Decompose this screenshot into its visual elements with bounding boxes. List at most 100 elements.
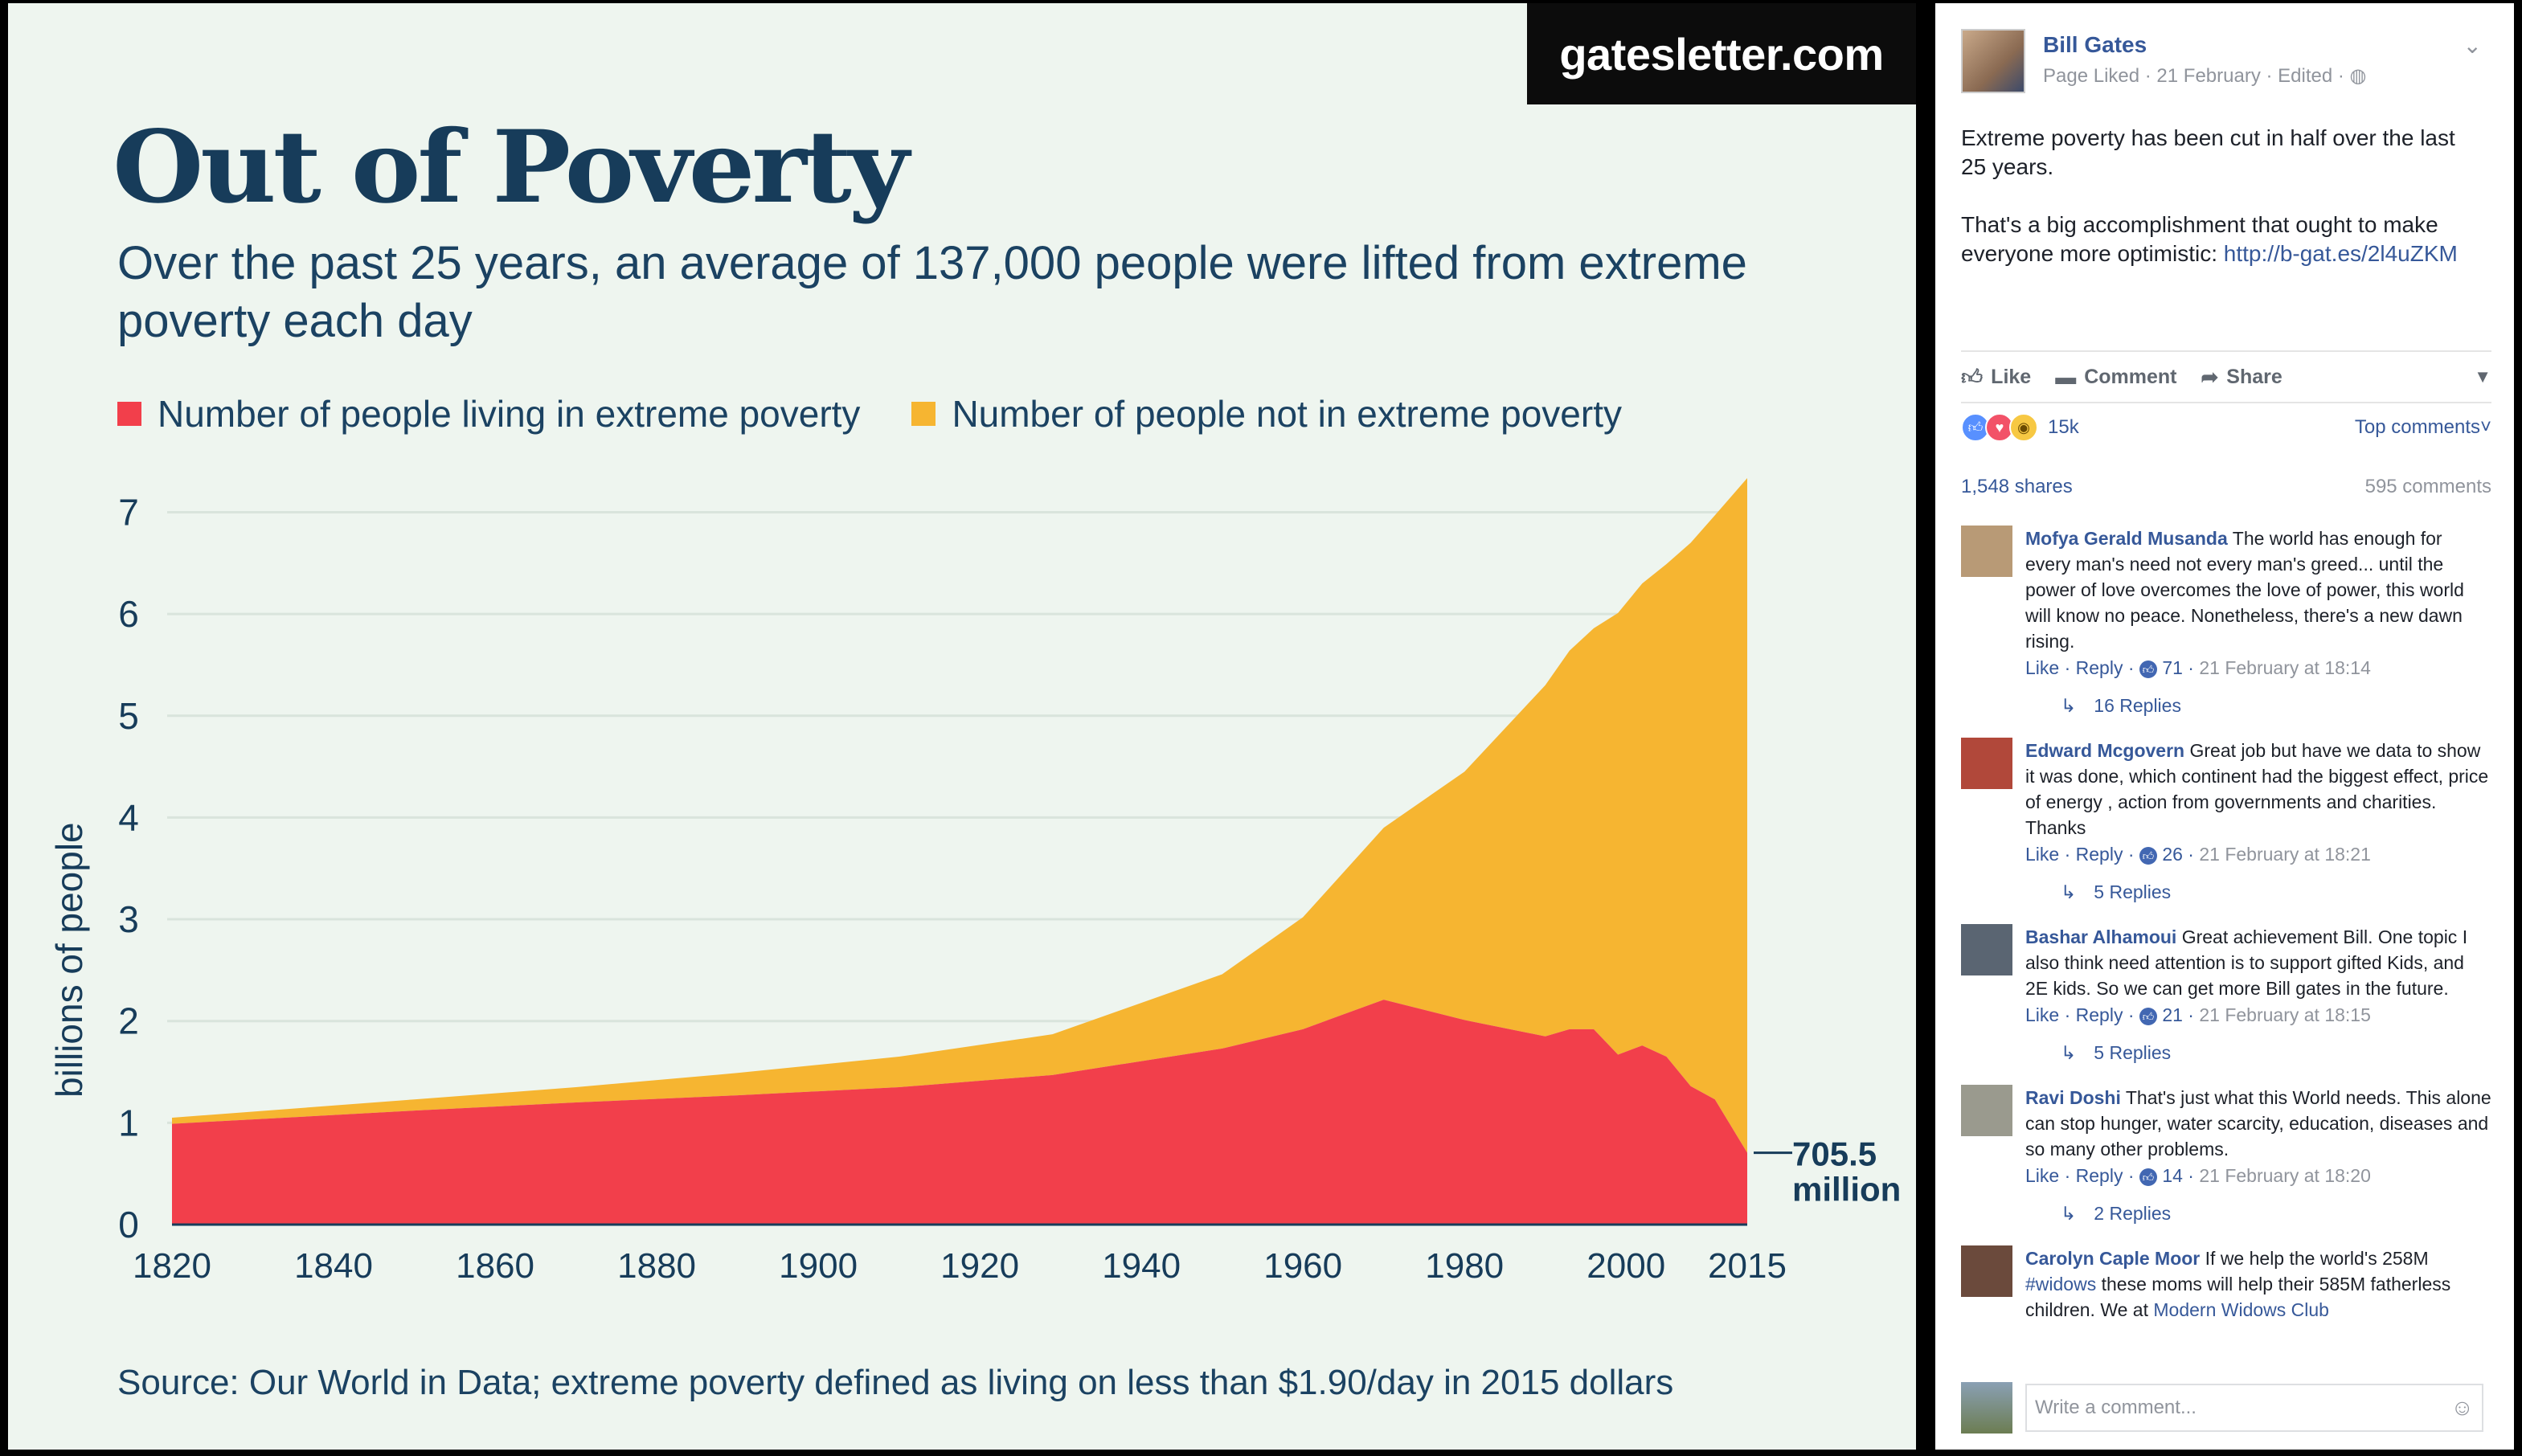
comment-reply-link[interactable]: Reply [2075, 844, 2123, 865]
legend-label: Number of people not in extreme poverty [952, 393, 1622, 435]
y-tick-label: 5 [118, 695, 139, 737]
comment-like-link[interactable]: Like [2025, 844, 2060, 865]
comment-like-count[interactable]: 26 [2162, 844, 2183, 865]
share-icon: ➦ [2201, 364, 2219, 389]
comment-body: Mofya Gerald Musanda The world has enoug… [2025, 526, 2491, 723]
comment-actions: Like · Reply · 👍︎ 14 · 21 February at 18… [2025, 1165, 2371, 1186]
annotation-unit: million [1792, 1171, 1901, 1209]
comment-author[interactable]: Mofya Gerald Musanda [2025, 528, 2228, 549]
comment-text: If we help the world's 258M [2205, 1248, 2429, 1269]
y-tick-label: 4 [118, 796, 139, 838]
x-tick-label: 1820 [133, 1246, 211, 1286]
comment-body: Carolyn Caple Moor If we help the world'… [2025, 1245, 2491, 1323]
y-tick-label: 3 [118, 898, 139, 940]
comment-icon: ▬ [2055, 364, 2077, 389]
reply-arrow-icon: ↳ [2061, 695, 2077, 716]
comments-count[interactable]: 595 comments [2364, 476, 2491, 497]
comment-time[interactable]: 21 February at 18:21 [2199, 844, 2371, 865]
reaction-count[interactable]: 15k [2048, 416, 2079, 438]
y-axis-label: billions of people [48, 822, 90, 1098]
reply-arrow-icon: ↳ [2061, 1042, 2077, 1063]
comment-time[interactable]: 21 February at 18:14 [2199, 657, 2371, 678]
x-tick-label: 1960 [1263, 1246, 1342, 1286]
x-tick-label: 1900 [779, 1246, 858, 1286]
comment-like-link[interactable]: Like [2025, 1004, 2060, 1025]
annotation-value: 705.5 [1792, 1135, 1877, 1173]
comment-body: Bashar Alhamoui Great achievement Bill. … [2025, 924, 2491, 1070]
comment-actions: Like · Reply · 👍︎ 71 · 21 February at 18… [2025, 657, 2371, 678]
y-tick-label: 1 [118, 1102, 139, 1143]
comment-like-link[interactable]: Like [2025, 1165, 2060, 1186]
caret-down-icon: ˅ [2479, 416, 2491, 438]
comment-box: ☺ [1961, 1382, 2491, 1434]
avatar[interactable] [1961, 1085, 2012, 1136]
post-text: Extreme poverty has been cut in half ove… [1961, 124, 2483, 297]
comment-reply-link[interactable]: Reply [2075, 1004, 2123, 1025]
chart-legend: Number of people living in extreme pover… [117, 392, 1622, 436]
view-replies-link[interactable]: ↳ 16 Replies [2061, 693, 2491, 718]
shares-count[interactable]: 1,548 shares [1961, 476, 2073, 497]
comment-link[interactable]: Modern Widows Club [2153, 1299, 2329, 1320]
comment-time[interactable]: 21 February at 18:15 [2199, 1004, 2371, 1025]
view-replies-link[interactable]: ↳ 5 Replies [2061, 1040, 2491, 1065]
avatar[interactable] [1961, 738, 2012, 789]
avatar[interactable] [1961, 526, 2012, 577]
chart-title: Out of Poverty [113, 109, 909, 226]
view-replies-link[interactable]: ↳ 5 Replies [2061, 879, 2491, 905]
avatar[interactable] [1961, 29, 2025, 93]
area-not-extreme-poverty [172, 477, 1747, 1153]
avatar[interactable] [1961, 1245, 2012, 1297]
replies-label: 5 Replies [2094, 881, 2172, 902]
comment-list: Mofya Gerald Musanda The world has enoug… [1961, 526, 2491, 1337]
y-tick-label: 7 [118, 491, 139, 533]
comment-like-count[interactable]: 71 [2162, 657, 2183, 678]
comment-reply-link[interactable]: Reply [2075, 1165, 2123, 1186]
comment-text: these moms will help their 585M fatherle… [2025, 1274, 2451, 1320]
y-tick-label: 6 [118, 593, 139, 635]
comment-button[interactable]: ▬ Comment [2055, 365, 2176, 390]
post-link[interactable]: http://b-gat.es/2l4uZKM [2223, 241, 2458, 266]
author-name[interactable]: Bill Gates [2043, 32, 2147, 57]
x-tick-label: 1880 [617, 1246, 696, 1286]
hashtag-link[interactable]: #widows [2025, 1274, 2097, 1294]
comment-text: The world has enough for every man's nee… [2025, 528, 2464, 652]
chart-subtitle: Over the past 25 years, an average of 13… [117, 237, 1747, 347]
comment-item: Edward Mcgovern Great job but have we da… [1961, 738, 2491, 910]
x-tick-label: 1840 [294, 1246, 373, 1286]
comment-like-count[interactable]: 21 [2162, 1004, 2183, 1025]
x-tick-label: 2015 [1708, 1246, 1787, 1286]
like-label: Like [1991, 365, 2032, 388]
share-button[interactable]: ➦ Share [2201, 365, 2282, 390]
comment-item: Ravi Doshi That's just what this World n… [1961, 1085, 2491, 1231]
view-replies-link[interactable]: ↳ 2 Replies [2061, 1200, 2491, 1226]
chevron-down-icon[interactable]: ⌄ [2463, 33, 2482, 58]
comment-author[interactable]: Ravi Doshi [2025, 1087, 2121, 1108]
x-tick-label: 1860 [456, 1246, 534, 1286]
top-comments-label: Top comments [2354, 416, 2480, 438]
comment-author[interactable]: Carolyn Caple Moor [2025, 1248, 2201, 1269]
like-count-icon: 👍︎ [2139, 1007, 2157, 1025]
comment-actions: Like · Reply · 👍︎ 26 · 21 February at 18… [2025, 844, 2371, 865]
wow-icon[interactable]: ◉ [2009, 413, 2038, 442]
thumbs-up-icon: 👍︎ [1961, 364, 1984, 389]
comment-time[interactable]: 21 February at 18:20 [2199, 1165, 2371, 1186]
comment-author[interactable]: Bashar Alhamoui [2025, 926, 2177, 947]
comment-input[interactable] [2025, 1384, 2483, 1432]
top-comments-dropdown[interactable]: Top comments˅ [2355, 416, 2491, 439]
x-tick-label: 2000 [1586, 1246, 1665, 1286]
legend-label: Number of people living in extreme pover… [158, 393, 861, 435]
comment-like-count[interactable]: 14 [2162, 1165, 2183, 1186]
comment-actions: Like · Reply · 👍︎ 21 · 21 February at 18… [2025, 1004, 2371, 1025]
avatar[interactable] [1961, 924, 2012, 975]
share-label: Share [2226, 365, 2282, 388]
reply-arrow-icon: ↳ [2061, 1203, 2077, 1224]
like-button[interactable]: 👍︎ Like [1961, 365, 2031, 390]
emoji-icon[interactable]: ☺ [2450, 1395, 2474, 1420]
comment-label: Comment [2084, 365, 2177, 388]
comment-like-link[interactable]: Like [2025, 657, 2060, 678]
author-meta: Bill Gates Page Liked · 21 February · Ed… [2043, 29, 2366, 93]
like-count-icon: 👍︎ [2139, 846, 2157, 865]
comment-author[interactable]: Edward Mcgovern [2025, 740, 2185, 761]
comment-reply-link[interactable]: Reply [2075, 657, 2123, 678]
caret-down-icon[interactable]: ▼ [2474, 366, 2491, 386]
